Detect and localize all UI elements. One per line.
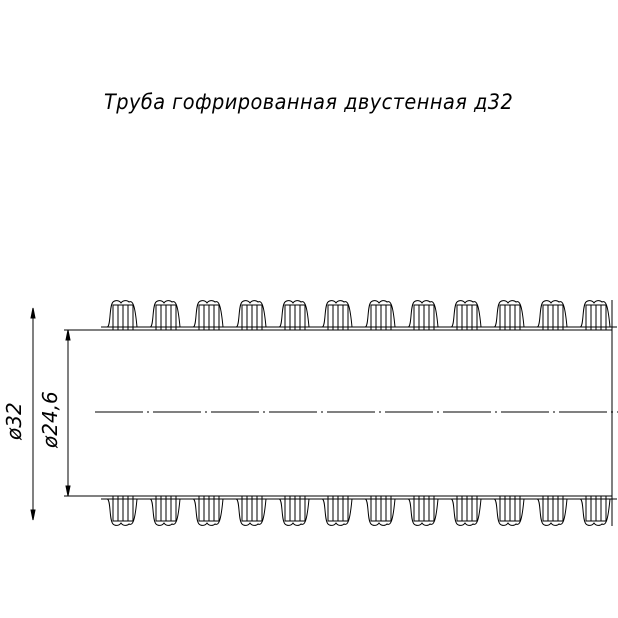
corrugation-rib <box>316 300 359 331</box>
corrugation-rib <box>144 300 187 331</box>
corrugation-rib <box>402 300 445 331</box>
corrugation-rib <box>531 495 574 526</box>
corrugation-rib <box>445 300 488 331</box>
arrow-icon <box>65 485 71 497</box>
corrugation-rib <box>273 495 316 526</box>
corrugation-rib <box>101 495 144 526</box>
corrugation-rib <box>359 495 402 526</box>
corrugation-rib <box>488 495 531 526</box>
corrugation-rib <box>574 495 617 526</box>
corrugation-rib <box>230 495 273 526</box>
arrow-icon <box>30 307 36 319</box>
corrugation-rib <box>445 495 488 526</box>
corrugation-rib <box>273 300 316 331</box>
corrugation-rib <box>316 495 359 526</box>
corrugation-rib <box>187 300 230 331</box>
corrugation-rib <box>230 300 273 331</box>
corrugation-rib <box>402 495 445 526</box>
corrugation-rib <box>101 300 144 331</box>
corrugation-rib <box>574 300 617 331</box>
corrugation-rib <box>187 495 230 526</box>
corrugation-rib <box>359 300 402 331</box>
corrugation-rib <box>144 495 187 526</box>
drawing-title: Труба гофрированная двустенная д32 <box>104 90 514 114</box>
arrow-icon <box>30 509 36 521</box>
corrugation-rib <box>531 300 574 331</box>
arrow-icon <box>65 329 71 341</box>
corrugation-rib <box>488 300 531 331</box>
